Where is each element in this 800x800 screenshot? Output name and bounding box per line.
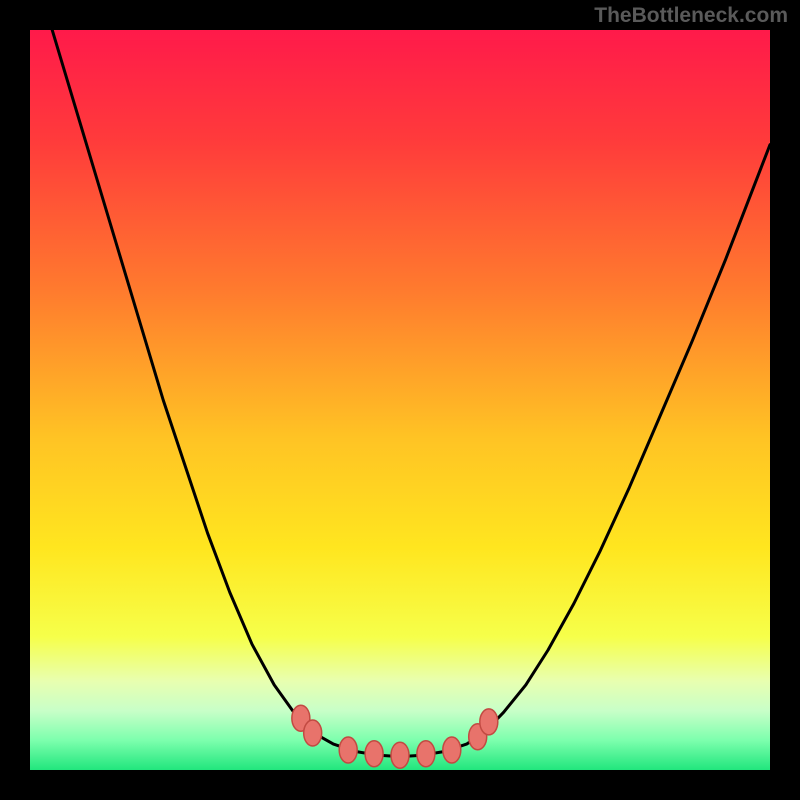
curve-marker — [391, 742, 409, 768]
watermark-text: TheBottleneck.com — [594, 4, 788, 28]
curve-marker — [339, 737, 357, 763]
curve-marker — [417, 741, 435, 767]
curve-marker — [443, 737, 461, 763]
curve-marker — [365, 741, 383, 767]
curve-marker — [304, 720, 322, 746]
plot-area — [30, 30, 770, 770]
bottleneck-curve — [30, 30, 770, 770]
chart-container: TheBottleneck.com — [0, 0, 800, 800]
curve-marker — [480, 709, 498, 735]
